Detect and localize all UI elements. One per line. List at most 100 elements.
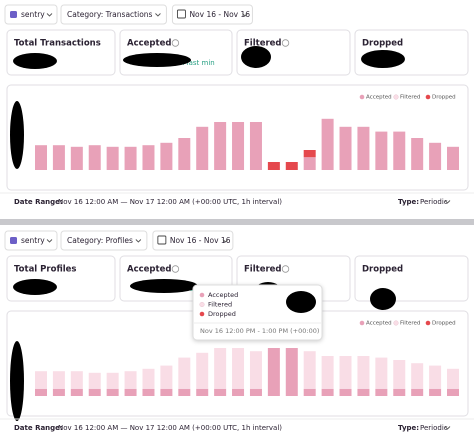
bar-segment	[357, 356, 370, 389]
bar-segment	[70, 388, 83, 396]
type-value[interactable]: Periodic	[420, 424, 448, 432]
legend-dot	[393, 320, 399, 326]
bar-segment	[178, 357, 191, 389]
bar-segment	[339, 388, 352, 396]
redaction	[286, 291, 316, 313]
org-icon	[10, 237, 17, 244]
redaction	[10, 101, 24, 169]
bar-segment	[339, 126, 352, 170]
bar-segment	[411, 138, 424, 170]
bar-segment	[142, 388, 155, 396]
bar-segment	[375, 357, 388, 389]
card-title: Filtered	[244, 39, 282, 49]
calendar-icon	[176, 9, 186, 19]
bar-segment	[321, 388, 334, 396]
footer-range: Nov 16 12:00 AM — Nov 17 12:00 AM (+00:0…	[58, 424, 282, 432]
legend-label: Accepted	[366, 95, 392, 101]
bar-segment	[393, 360, 406, 389]
redaction	[123, 53, 191, 67]
bar-segment	[303, 157, 316, 170]
bar-segment	[106, 146, 119, 170]
redaction	[241, 46, 271, 68]
bar-segment	[35, 388, 47, 396]
bar-segment	[447, 368, 459, 389]
category-button[interactable]	[60, 230, 148, 251]
date-label: Nov 16 - Nov 16	[170, 236, 231, 245]
chevron	[46, 239, 53, 243]
bar-segment	[375, 131, 388, 170]
bar-segment	[429, 142, 442, 170]
bar-segment	[124, 388, 137, 396]
date-button[interactable]	[152, 230, 234, 251]
bar-segment	[429, 365, 442, 389]
bar-segment	[232, 122, 245, 170]
tooltip-dot	[199, 292, 205, 298]
bar-segment	[160, 142, 173, 170]
bar-segment	[249, 351, 262, 389]
bar-segment	[142, 145, 155, 170]
bar-segment	[393, 388, 406, 396]
tooltip-dot	[199, 301, 205, 308]
bar-segment	[447, 388, 459, 396]
legend-label: Filtered	[400, 95, 420, 101]
info-icon	[171, 265, 180, 273]
bar-segment	[303, 351, 316, 389]
category-label: Category: Transactions	[67, 10, 153, 19]
bar-segment	[249, 122, 262, 170]
redaction	[10, 341, 24, 421]
bar-segment	[142, 368, 155, 389]
bar-segment	[106, 372, 119, 389]
bar-segment	[411, 388, 424, 396]
divider	[0, 219, 474, 225]
bar-segment	[375, 388, 388, 396]
category-button[interactable]	[60, 4, 167, 25]
card-title: Total Profiles	[14, 265, 76, 275]
bar-segment	[214, 122, 227, 170]
bar-segment	[411, 363, 424, 389]
legend-dot	[393, 94, 399, 100]
chevron	[444, 200, 451, 204]
card-title: Filtered	[244, 265, 282, 275]
stat-card	[6, 255, 116, 302]
bar-segment	[70, 146, 83, 170]
info-icon	[171, 39, 180, 47]
calendar-icon	[157, 235, 167, 245]
card-title: Accepted	[127, 39, 171, 49]
legend-dot	[359, 320, 365, 326]
info-icon	[281, 39, 290, 47]
org-button[interactable]	[4, 4, 58, 25]
bar-segment	[232, 388, 245, 396]
bar-segment	[267, 348, 280, 396]
stat-card	[6, 29, 116, 76]
legend-dot	[359, 94, 365, 100]
card-note: n last min	[180, 59, 215, 67]
chevron	[155, 13, 161, 17]
type-label: Type:	[398, 424, 419, 432]
bar-segment	[357, 388, 370, 396]
type-value[interactable]: Periodic	[420, 198, 448, 206]
bar-segment	[52, 388, 65, 396]
legend-dot	[425, 94, 431, 100]
bar-segment	[124, 371, 137, 389]
legend-label: Dropped	[432, 321, 456, 327]
bar-segment	[285, 162, 298, 170]
bar-segment	[88, 372, 101, 389]
legend-dot	[425, 320, 431, 326]
bar-segment	[160, 388, 173, 396]
bar-segment	[88, 388, 101, 396]
footer-range: Nov 16 12:00 AM — Nov 17 12:00 AM (+00:0…	[58, 198, 282, 206]
bar-segment	[303, 150, 316, 158]
bar-segment	[124, 146, 137, 170]
date-button[interactable]	[171, 4, 253, 25]
card-title: Accepted	[127, 265, 171, 275]
bar-segment	[285, 348, 298, 396]
chevron	[135, 239, 142, 243]
bar-segment	[249, 388, 262, 396]
bar-segment	[357, 126, 370, 170]
bar-segment	[88, 145, 101, 170]
org-name: sentry	[21, 10, 45, 19]
org-button[interactable]	[4, 230, 58, 251]
bar-segment	[178, 138, 191, 170]
redaction	[370, 288, 396, 310]
